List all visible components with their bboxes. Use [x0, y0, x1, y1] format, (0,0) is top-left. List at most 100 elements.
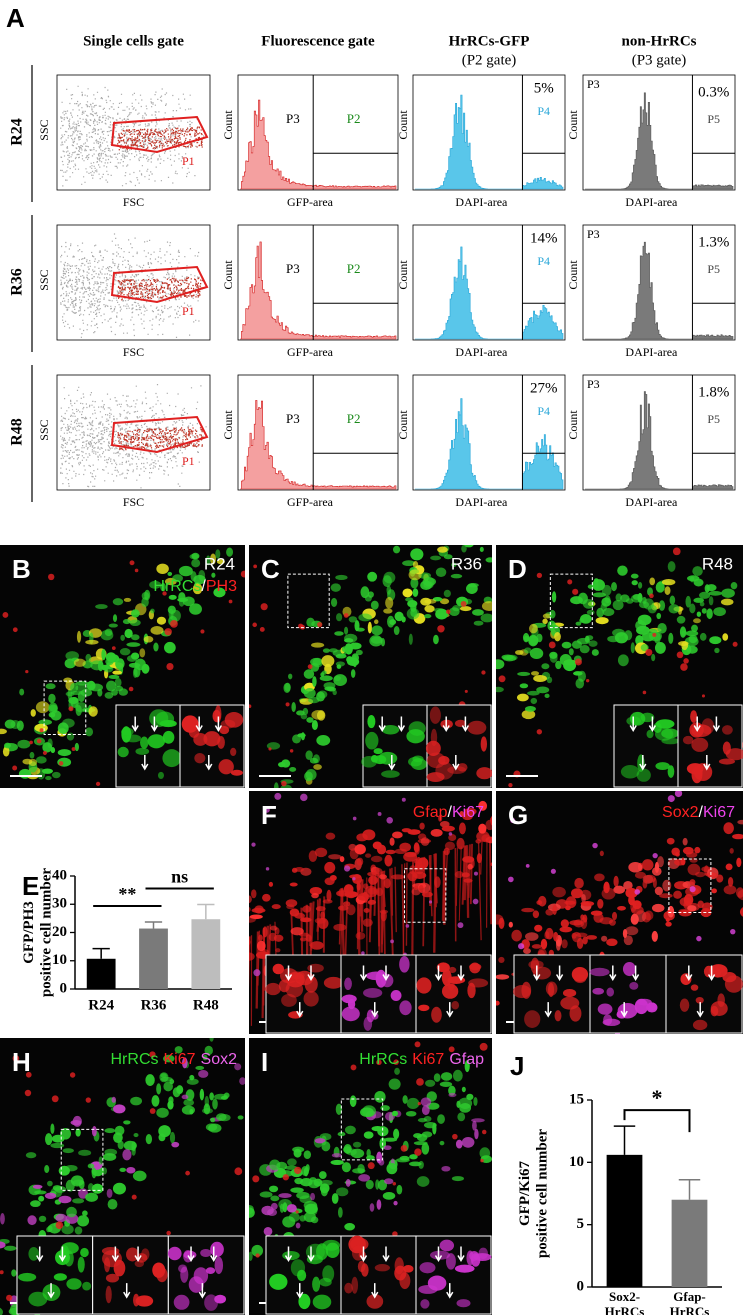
cell — [343, 865, 351, 872]
inset-cell — [281, 993, 297, 1007]
cell — [104, 1128, 116, 1134]
cell — [141, 592, 150, 600]
cell — [383, 878, 391, 889]
cell — [331, 1193, 339, 1204]
cell — [191, 558, 201, 568]
cell — [401, 797, 406, 802]
cell — [584, 635, 590, 643]
cell — [536, 572, 543, 579]
histogram — [415, 398, 564, 490]
arrow — [631, 965, 640, 981]
cell — [0, 1241, 6, 1249]
cell — [576, 937, 584, 950]
x-axis-label: FSC — [123, 495, 144, 509]
cell — [50, 1142, 65, 1149]
cell — [367, 591, 374, 598]
cell — [320, 672, 325, 677]
cell — [370, 636, 383, 644]
cell — [77, 1215, 90, 1227]
cell — [344, 1125, 356, 1135]
arrow — [685, 965, 693, 981]
gate-percent: 1.3% — [698, 234, 729, 250]
cell — [448, 1046, 455, 1053]
cell — [668, 604, 680, 614]
cell — [689, 886, 696, 893]
stain-name: / — [699, 804, 704, 821]
arrow — [434, 1246, 443, 1262]
cell — [435, 567, 447, 578]
y-axis-label: Count — [396, 260, 410, 290]
cell — [410, 577, 419, 589]
cell — [575, 932, 588, 938]
cell — [145, 1074, 155, 1087]
cell — [123, 597, 132, 602]
cell — [380, 910, 387, 922]
x-axis-label: FSC — [123, 345, 144, 359]
cell — [153, 642, 159, 652]
inset-cell — [204, 1294, 218, 1311]
cell — [711, 888, 717, 894]
cell — [485, 819, 492, 831]
cell — [393, 626, 400, 636]
gate-label: P3 — [286, 261, 300, 276]
cell — [189, 1074, 195, 1081]
cell — [472, 1120, 477, 1131]
cell — [156, 1083, 162, 1095]
cell — [461, 1136, 475, 1148]
gate-label: P3 — [587, 77, 600, 91]
histogram — [585, 391, 734, 490]
cell — [17, 739, 31, 749]
inset-cell — [374, 1264, 390, 1272]
cell — [259, 1191, 273, 1198]
micrograph: I HrRCs Ki67 Gfap — [249, 1038, 492, 1315]
inset-cell — [390, 990, 402, 1002]
cell — [428, 900, 433, 904]
cell — [209, 1092, 214, 1101]
cell — [472, 609, 484, 616]
cell — [30, 709, 36, 717]
cell — [611, 582, 617, 592]
cell — [662, 879, 672, 892]
gate-label: P3 — [587, 227, 600, 241]
inset-cell — [66, 1278, 82, 1290]
cell — [383, 1137, 398, 1142]
cell — [420, 580, 432, 590]
inset-cell — [141, 1248, 150, 1261]
cell — [386, 1162, 398, 1175]
cell — [285, 899, 298, 907]
roi-box — [43, 680, 87, 736]
age-label: R48 — [702, 554, 733, 573]
cell — [28, 758, 38, 767]
cell — [496, 974, 510, 980]
cell — [51, 1095, 59, 1103]
cell — [305, 1164, 310, 1172]
arrow — [555, 965, 564, 981]
x-tick-label: Sox2-HrRCs — [605, 1289, 645, 1315]
cell — [692, 566, 703, 577]
cell — [735, 887, 743, 898]
cell — [337, 1131, 346, 1137]
arrow — [533, 965, 541, 981]
inset-cell — [157, 771, 165, 779]
inset-cell — [436, 962, 450, 973]
inset-cell — [363, 987, 383, 998]
cell — [85, 1097, 91, 1103]
cell — [694, 846, 701, 854]
cell — [108, 623, 118, 628]
arrow — [58, 1246, 67, 1262]
cell — [457, 922, 464, 929]
cell — [352, 877, 356, 881]
cell — [343, 638, 354, 643]
gate-percent: 0.3% — [698, 84, 729, 100]
gate-label: P4 — [537, 254, 550, 268]
cell — [641, 632, 655, 642]
gated-cells — [117, 276, 203, 301]
arrow — [544, 1002, 552, 1018]
cell — [402, 1095, 408, 1104]
cell — [437, 546, 448, 553]
cell — [563, 659, 577, 672]
arrow — [707, 965, 716, 981]
cell — [423, 1121, 437, 1129]
cell — [310, 1192, 316, 1201]
cell — [413, 885, 419, 891]
